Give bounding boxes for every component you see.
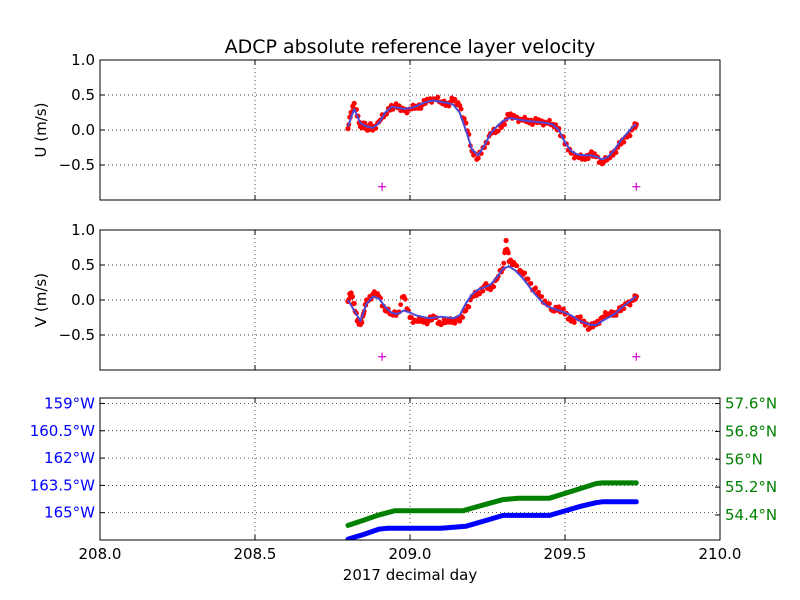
v-raw-point bbox=[424, 321, 430, 327]
v-raw-point bbox=[503, 237, 509, 244]
position-xtick-label: 208.0 bbox=[79, 545, 122, 563]
v-raw-point bbox=[585, 327, 591, 332]
latitude-track-line bbox=[345, 480, 639, 528]
position-plot-area bbox=[345, 480, 639, 540]
u-plot-area bbox=[345, 94, 641, 191]
u-raw-point bbox=[592, 151, 597, 157]
u-raw-point bbox=[452, 96, 458, 102]
u-ytick-label: 0.0 bbox=[71, 121, 95, 139]
u-plus-marker bbox=[378, 182, 387, 191]
u-raw-point bbox=[547, 117, 552, 123]
v-ytick-label: 0.0 bbox=[71, 291, 95, 309]
u-grid bbox=[100, 60, 720, 200]
longitude-tick-label: 165°W bbox=[44, 504, 95, 522]
v-plus-marker bbox=[378, 352, 387, 361]
v-raw-point bbox=[491, 284, 497, 290]
v-raw-point bbox=[350, 294, 355, 299]
v-raw-point bbox=[533, 285, 538, 291]
v-raw-point bbox=[609, 309, 614, 314]
v-raw-point bbox=[528, 281, 534, 286]
v-raw-point bbox=[477, 291, 483, 297]
u-raw-point bbox=[530, 122, 535, 127]
u-ytick-label: 0.5 bbox=[71, 86, 95, 104]
v-raw-point bbox=[517, 267, 523, 273]
v-raw-point bbox=[480, 288, 486, 294]
v-ylabel: V (m/s) bbox=[32, 273, 50, 327]
v-raw-point bbox=[351, 301, 356, 306]
v-velocity-panel: −0.5 0.0 0.5 1.0 V (m/s) bbox=[32, 221, 721, 371]
v-ticks: −0.5 0.0 0.5 1.0 bbox=[59, 221, 721, 370]
v-raw-point bbox=[522, 270, 528, 276]
u-raw-point bbox=[474, 157, 480, 163]
v-ytick-label: 1.0 bbox=[71, 221, 95, 239]
v-raw-point bbox=[627, 302, 633, 308]
v-raw-point bbox=[539, 294, 545, 299]
x-axis-label: 2017 decimal day bbox=[343, 566, 478, 584]
latitude-tick-label: 56.8°N bbox=[725, 422, 777, 440]
longitude-tick-label: 162°W bbox=[44, 449, 95, 467]
u-ticks: −0.5 0.0 0.5 1.0 bbox=[59, 51, 721, 200]
v-grid bbox=[100, 230, 720, 370]
position-ticks: 208.0 208.5 209.0 209.5 210.0 159°W 160.5°W 162… bbox=[30, 394, 777, 563]
latitude-tick-label: 57.6°N bbox=[725, 395, 777, 413]
v-raw-point bbox=[466, 304, 472, 310]
u-ylabel: U (m/s) bbox=[32, 103, 50, 158]
v-raw-point bbox=[460, 315, 466, 320]
v-raw-point bbox=[571, 320, 577, 325]
v-ytick-label: −0.5 bbox=[59, 326, 95, 344]
v-plus-marker bbox=[632, 352, 641, 361]
longitude-tick-label: 159°W bbox=[44, 394, 95, 412]
longitude-tick-label: 160.5°W bbox=[30, 422, 95, 440]
position-xtick-label: 208.5 bbox=[234, 545, 277, 563]
u-raw-point bbox=[627, 133, 633, 139]
v-plot-area bbox=[345, 237, 641, 361]
u-raw-point bbox=[621, 139, 627, 145]
u-raw-point bbox=[446, 103, 452, 109]
u-raw-point bbox=[613, 150, 619, 156]
u-raw-point bbox=[404, 110, 410, 116]
v-raw-point bbox=[398, 302, 404, 307]
u-raw-point bbox=[435, 94, 441, 100]
u-raw-point bbox=[499, 125, 504, 130]
v-raw-point bbox=[511, 260, 517, 265]
v-raw-point bbox=[547, 301, 552, 306]
u-smoothed-line bbox=[347, 99, 637, 161]
u-raw-point bbox=[418, 106, 424, 111]
v-raw-point bbox=[536, 289, 541, 295]
v-smoothed-line bbox=[347, 265, 637, 327]
u-plus-marker bbox=[632, 182, 641, 191]
v-raw-point bbox=[506, 250, 511, 256]
position-panel: 208.0 208.5 209.0 209.5 210.0 159°W 160.5°W 162… bbox=[30, 394, 777, 584]
longitude-track-line bbox=[345, 499, 639, 540]
longitude-tick-label: 163.5°W bbox=[30, 476, 95, 494]
u-ytick-label: 1.0 bbox=[71, 51, 95, 69]
u-ytick-label: −0.5 bbox=[59, 156, 95, 174]
v-raw-point bbox=[514, 263, 520, 269]
u-raw-point bbox=[522, 114, 528, 120]
u-raw-point bbox=[455, 100, 461, 105]
u-raw-point bbox=[585, 156, 591, 162]
position-xtick-label: 209.5 bbox=[544, 545, 587, 563]
position-xtick-label: 209.0 bbox=[389, 545, 432, 563]
v-raw-point bbox=[578, 314, 583, 320]
u-raw-point bbox=[495, 128, 501, 134]
u-raw-point bbox=[345, 126, 351, 132]
latitude-tick-label: 55.2°N bbox=[725, 478, 777, 496]
u-raw-point bbox=[458, 106, 464, 112]
v-raw-point bbox=[501, 260, 507, 266]
v-ytick-label: 0.5 bbox=[71, 256, 95, 274]
latitude-tick-label: 54.4°N bbox=[725, 506, 777, 524]
chart-title: ADCP absolute reference layer velocity bbox=[225, 36, 596, 58]
v-raw-point bbox=[375, 291, 380, 296]
v-raw-point bbox=[402, 296, 408, 302]
latitude-tick-label: 56°N bbox=[725, 450, 763, 468]
position-xtick-label: 210.0 bbox=[699, 545, 742, 563]
v-raw-point bbox=[409, 315, 414, 320]
v-raw-point bbox=[561, 306, 566, 312]
u-raw-point bbox=[502, 122, 507, 127]
u-velocity-panel: −0.5 0.0 0.5 1.0 U (m/s) bbox=[32, 51, 721, 201]
